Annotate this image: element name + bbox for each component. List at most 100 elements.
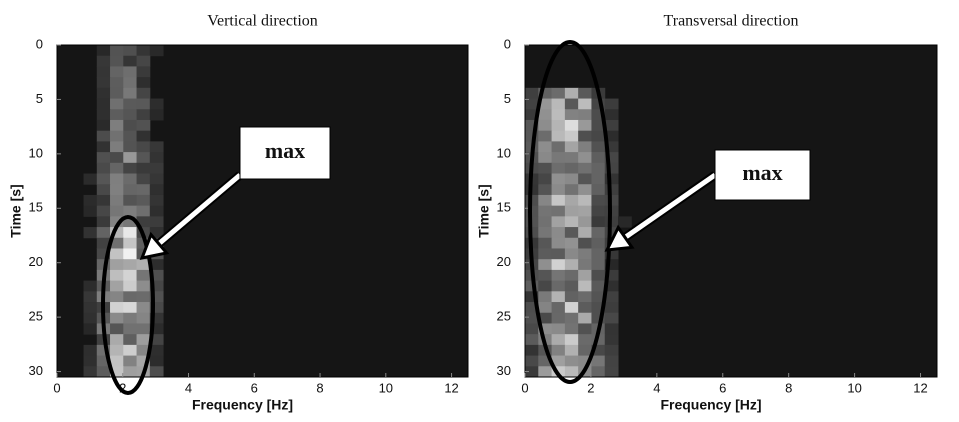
spectrogram-cell [123,194,138,207]
spectrogram-cell [525,98,539,110]
spectrogram-cell [551,227,566,239]
spectrogram-cell [110,355,124,367]
spectrogram-cell [110,312,124,324]
spectrogram-cell [123,119,138,132]
spectrogram-cell [591,194,606,207]
spectrogram-cell [525,323,539,335]
spectrogram-cell [136,291,151,303]
spectrogram-cell [136,194,151,207]
spectrogram-cell [564,152,579,164]
spectrogram-cell [525,355,539,367]
spectrogram-cell [136,216,151,228]
spectrogram-cell [136,269,151,282]
spectrogram-cell [591,227,606,239]
spectrogram-cell [123,55,138,67]
spectrogram-cell [136,45,151,57]
spectrogram-cell [123,302,138,314]
spectrogram-cell [123,109,138,121]
spectrogram-cell [551,98,566,110]
y-tick-label: 0 [36,36,43,51]
x-tick-label: 2 [587,380,594,395]
spectrogram-cell [604,280,619,292]
spectrogram-cell [96,344,111,357]
y-tick-label: 25 [29,309,43,324]
spectrogram-cell [538,355,553,367]
spectrogram-cell [110,323,124,335]
spectrogram-cell [591,312,606,324]
spectrogram-cell [604,248,619,260]
spectrogram-cell [123,87,138,100]
plot-frame [524,44,938,378]
spectrogram-cell [123,152,138,164]
spectrogram-cell [96,141,111,153]
spectrogram-cell [96,152,111,164]
spectrogram-cell [149,355,164,367]
spectrogram-cell [96,98,111,110]
annotation-box [714,149,811,201]
spectrogram-cell [538,130,553,142]
spectrogram-cell [538,141,553,153]
spectrogram-cell [551,141,566,153]
spectrogram-cell [564,227,579,239]
spectrogram-cell [149,280,164,292]
spectrogram-cell [604,355,619,367]
spectrogram-cell [149,312,164,324]
x-tick-label: 12 [913,380,927,395]
x-tick-label: 10 [379,380,393,395]
spectrogram-cell [123,323,138,335]
spectrogram-cell [123,227,138,239]
x-tick-label: 12 [444,380,458,395]
spectrogram-cell [564,302,579,314]
spectrogram-cell [604,323,619,335]
y-tick-label: 15 [497,200,511,215]
spectrogram-cell [136,119,151,132]
spectrogram-cell [123,77,138,89]
spectrogram-cell [538,269,553,282]
spectrogram-cell [96,130,111,142]
arrow-head [604,224,635,252]
spectrogram-cell [83,323,98,335]
spectrogram-cell [136,141,151,153]
spectrogram-cell [538,312,553,324]
spectrogram-cell [136,184,151,196]
spectrogram-cell [110,45,124,57]
spectrogram-cell [149,259,164,271]
spectrogram-cell [149,269,164,282]
spectrogram-cell [110,130,124,142]
x-tick-label: 10 [847,380,861,395]
spectrogram-cell [96,119,111,132]
spectrogram-cell [123,184,138,196]
highlight-ellipse [528,40,612,384]
spectrogram-cell [96,184,111,196]
spectrogram-cell [591,173,606,185]
arrow-head [139,231,170,261]
spectrogram-cell [538,280,553,292]
spectrogram-cell [578,312,592,324]
spectrogram-cell [591,216,606,228]
spectrogram-cell [538,194,553,207]
spectrogram-cell [96,216,111,228]
spectrogram-cell [525,87,539,100]
spectrogram-cell [149,109,164,121]
spectrogram-cell [591,237,606,249]
spectrogram-cell [564,130,579,142]
spectrogram-cell [604,98,619,110]
spectrogram-cell [578,323,592,335]
spectrogram-cell [149,141,164,153]
spectrogram-cell [551,344,566,357]
spectrogram-cell [578,152,592,164]
spectrogram-cell [578,162,592,175]
spectrogram-cell [551,280,566,292]
spectrogram-cell [136,87,151,100]
spectrogram-cell [525,119,539,132]
spectrogram-cell [591,248,606,260]
spectrogram-cell [110,77,124,89]
spectrogram-cell [149,291,164,303]
spectrogram-cell [564,280,579,292]
spectrogram-cell [551,248,566,260]
spectrogram-cell [149,152,164,164]
spectrogram-cell [578,259,592,271]
spectrogram-cell [123,312,138,324]
spectrogram-cell [110,152,124,164]
spectrogram-cell [110,119,124,132]
